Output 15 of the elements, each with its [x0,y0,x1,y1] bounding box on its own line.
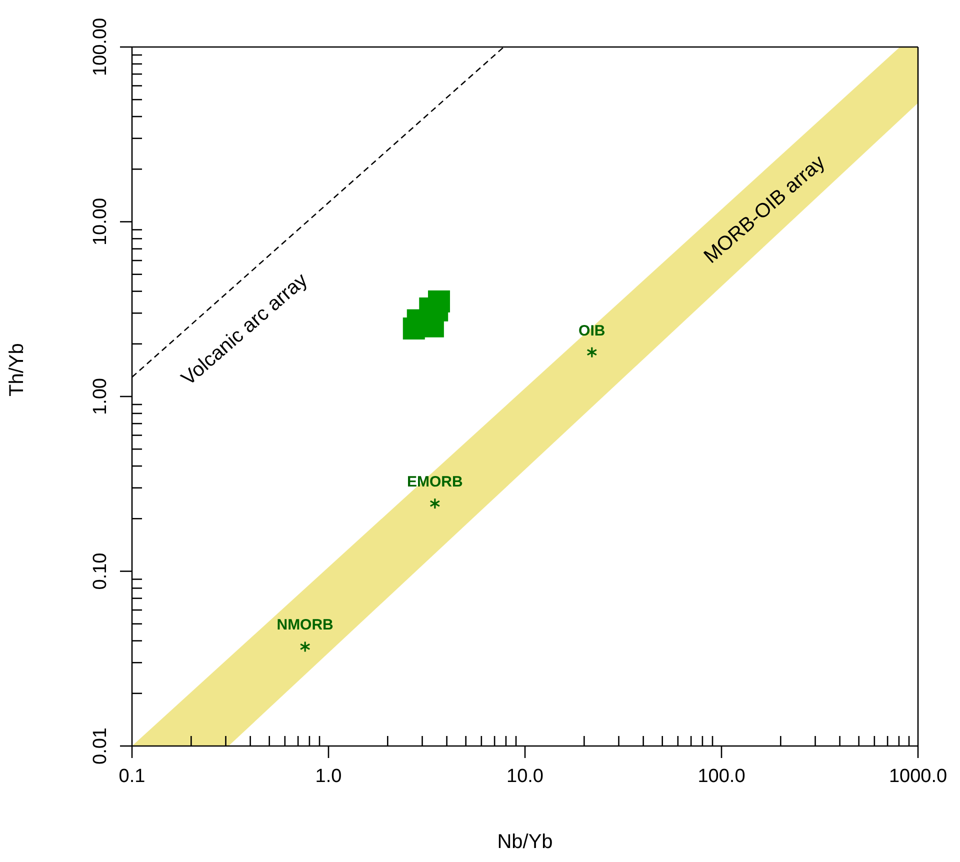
y-tick-label: 0.10 [90,552,111,590]
y-tick-label: 1.00 [90,378,111,415]
x-tick-label: 100.0 [698,766,746,787]
series-label: EMORB [407,474,463,491]
series-label: OIB [578,322,606,340]
x-tick-label: 10.0 [506,766,544,787]
x-tick-label: 1.0 [315,766,342,787]
x-axis-title: Nb/Yb [497,831,553,853]
y-tick-label: 100.00 [90,18,111,76]
y-tick-label: 0.01 [90,728,111,764]
x-tick-label: 1000.0 [888,766,948,787]
x-tick-label: 0.1 [118,766,146,787]
series-label: NMORB [276,616,334,634]
y-tick-label: 10.00 [90,198,111,246]
y-axis-title: Th/Yb [6,343,28,396]
